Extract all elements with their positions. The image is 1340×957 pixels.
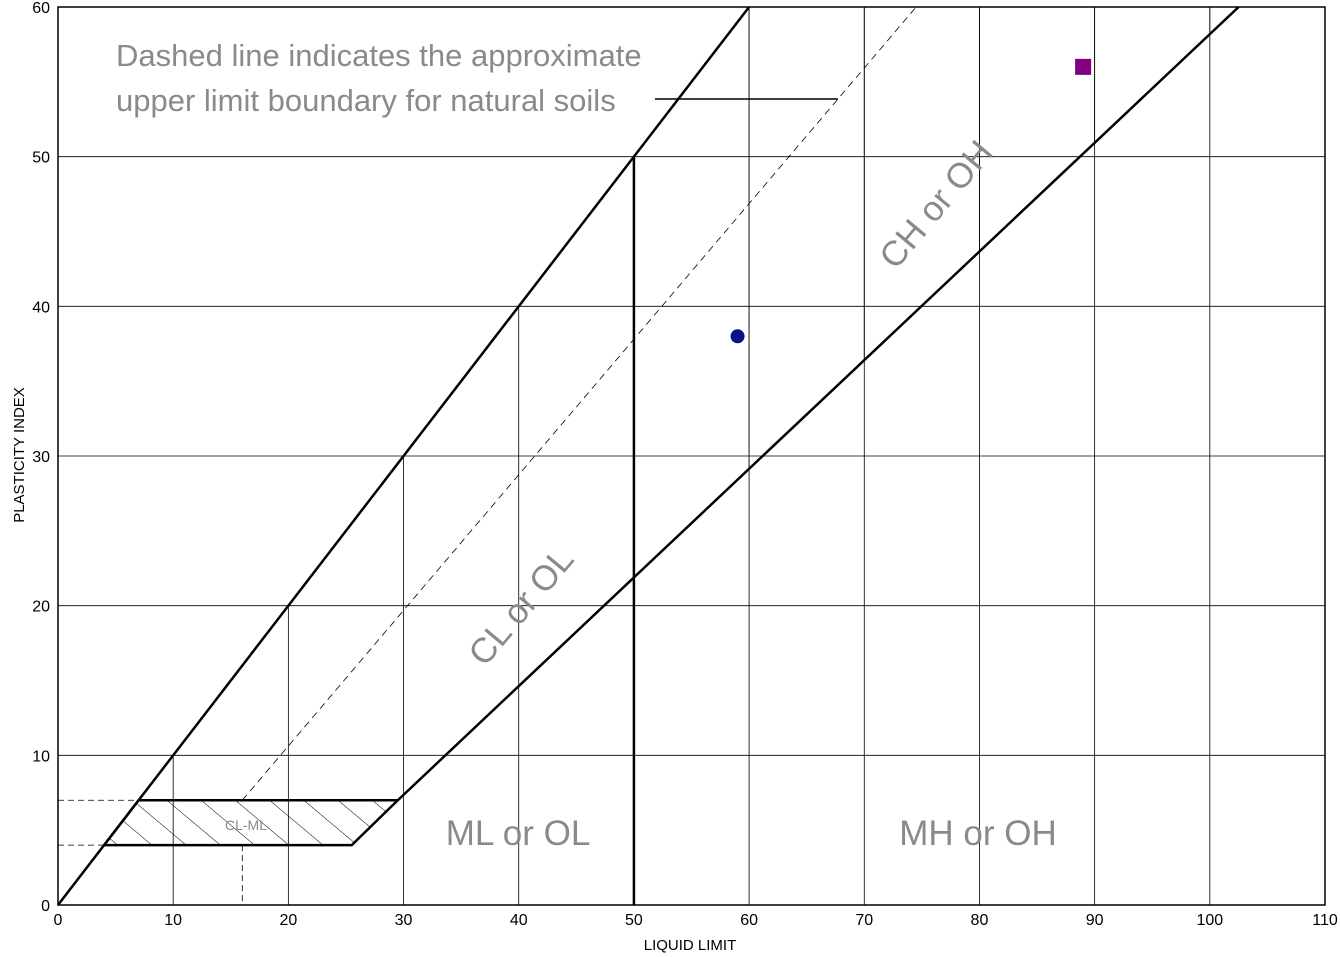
- zone-label-cl-ml: CL-ML: [225, 817, 267, 833]
- dashed-line-note-line1: Dashed line indicates the approximate: [116, 38, 642, 73]
- y-tick-label: 40: [32, 299, 50, 316]
- y-tick-label: 50: [32, 150, 50, 167]
- data-points: [730, 58, 1092, 344]
- y-tick-label: 60: [32, 0, 50, 17]
- x-tick-label: 100: [1196, 912, 1223, 929]
- zone-label-mh-oh: MH or OH: [899, 814, 1057, 853]
- x-tick-label: 90: [1086, 912, 1104, 929]
- tick-labels: 0 10 20 30 40 50 60 70 80 90 100 110 0 10 20 30 40 50 60: [32, 0, 1338, 929]
- plot-border: [57, 6, 1326, 906]
- x-tick-label: 0: [54, 912, 63, 929]
- cl-ml-band-outline: [101, 798, 401, 847]
- x-tick-label: 30: [395, 912, 413, 929]
- data-point-circle: [730, 329, 745, 344]
- x-tick-label: 10: [164, 912, 182, 929]
- x-tick-label: 70: [855, 912, 873, 929]
- y-axis-title: PLASTICITY INDEX: [11, 387, 28, 523]
- zone-label-cl-ol: CL or OL: [461, 540, 581, 673]
- y-tick-label: 10: [32, 748, 50, 765]
- plot-frame: [57, 6, 1326, 906]
- y-tick-label: 0: [41, 898, 50, 915]
- zone-label-ml-ol: ML or OL: [446, 814, 591, 853]
- x-tick-label: 60: [740, 912, 758, 929]
- x-axis-title: LIQUID LIMIT: [644, 937, 737, 954]
- dashed-line-note-line2: upper limit boundary for natural soils: [116, 83, 616, 118]
- grid: [58, 7, 1325, 905]
- reference-lines: [57, 6, 1240, 906]
- a-line: [396, 6, 1240, 802]
- y-tick-label: 20: [32, 599, 50, 616]
- cl-ml-band: [58, 798, 401, 905]
- y-tick-label: 30: [32, 449, 50, 466]
- x-tick-label: 40: [510, 912, 528, 929]
- x-tick-label: 20: [279, 912, 297, 929]
- data-point-square: [1075, 58, 1092, 75]
- x-tick-label: 80: [971, 912, 989, 929]
- x-tick-label: 110: [1312, 912, 1338, 929]
- x-tick-label: 50: [625, 912, 643, 929]
- dashed-upper-limit-line: [241, 6, 917, 801]
- zone-label-ch-oh: CH or OH: [872, 133, 1001, 276]
